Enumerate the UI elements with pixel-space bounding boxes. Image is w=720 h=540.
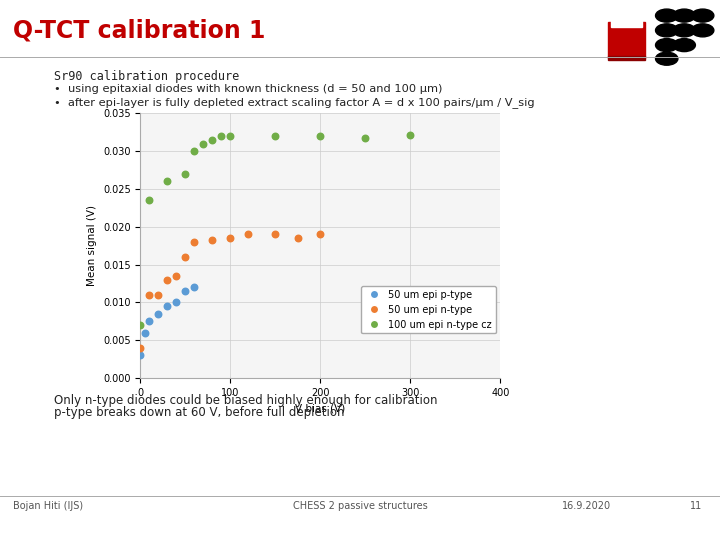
Text: •  after epi-layer is fully depleted extract scaling factor A = d x 100 pairs/μm: • after epi-layer is fully depleted extr… (54, 97, 535, 108)
50 um epi n-type (153, 291, 164, 299)
100 um epi n-type cz (135, 321, 146, 329)
50 um epi n-type (144, 291, 156, 299)
100 um epi n-type cz (269, 132, 281, 140)
100 um epi n-type cz (189, 147, 200, 156)
Circle shape (673, 9, 696, 22)
Text: Only n-type diodes could be biased highly enough for calibration: Only n-type diodes could be biased highl… (54, 394, 438, 407)
Circle shape (655, 52, 678, 65)
100 um epi n-type cz (405, 130, 416, 139)
100 um epi n-type cz (161, 177, 174, 186)
50 um epi p-type (189, 283, 200, 292)
50 um epi p-type (171, 298, 182, 307)
100 um epi n-type cz (197, 139, 210, 148)
Circle shape (655, 24, 678, 37)
Bar (608, 56, 645, 60)
Circle shape (655, 9, 678, 22)
50 um epi n-type (135, 343, 146, 352)
50 um epi n-type (207, 236, 218, 245)
Text: 16.9.2020: 16.9.2020 (562, 501, 611, 511)
50 um epi n-type (269, 230, 281, 239)
50 um epi n-type (171, 272, 182, 280)
100 um epi n-type cz (207, 136, 218, 144)
50 um epi n-type (243, 230, 254, 239)
Text: Bojan Hiti (IJS): Bojan Hiti (IJS) (13, 501, 83, 511)
Bar (608, 22, 645, 58)
100 um epi n-type cz (144, 196, 156, 205)
50 um epi p-type (139, 328, 150, 337)
Legend: 50 um epi p-type, 50 um epi n-type, 100 um epi n-type cz: 50 um epi p-type, 50 um epi n-type, 100 … (361, 286, 495, 333)
Text: CHESS 2 passive structures: CHESS 2 passive structures (292, 501, 428, 511)
50 um epi n-type (315, 230, 326, 239)
50 um epi p-type (135, 351, 146, 360)
Bar (611, 15, 642, 27)
100 um epi n-type cz (216, 132, 228, 140)
Circle shape (673, 38, 696, 52)
Text: Sr90 calibration procedure: Sr90 calibration procedure (54, 70, 239, 83)
50 um epi n-type (292, 234, 304, 242)
Circle shape (655, 38, 678, 52)
Text: Q-TCT calibration 1: Q-TCT calibration 1 (13, 19, 266, 43)
50 um epi p-type (180, 287, 192, 295)
50 um epi n-type (180, 253, 192, 261)
50 um epi n-type (225, 234, 236, 242)
50 um epi p-type (161, 302, 174, 310)
100 um epi n-type cz (359, 133, 372, 142)
100 um epi n-type cz (180, 170, 192, 178)
100 um epi n-type cz (225, 132, 236, 140)
Circle shape (691, 9, 714, 22)
Text: •  using epitaxial diodes with known thickness (d = 50 and 100 μm): • using epitaxial diodes with known thic… (54, 84, 442, 94)
Circle shape (691, 24, 714, 37)
50 um epi p-type (153, 309, 164, 318)
50 um epi n-type (161, 275, 174, 284)
Text: 11: 11 (690, 501, 702, 511)
Y-axis label: Mean signal (V): Mean signal (V) (87, 205, 97, 286)
Circle shape (673, 24, 696, 37)
50 um epi n-type (189, 238, 200, 246)
100 um epi n-type cz (315, 132, 326, 140)
X-axis label: V bias (V): V bias (V) (295, 403, 346, 413)
Text: p-type breaks down at 60 V, before full depletion: p-type breaks down at 60 V, before full … (54, 406, 344, 419)
50 um epi p-type (144, 317, 156, 326)
